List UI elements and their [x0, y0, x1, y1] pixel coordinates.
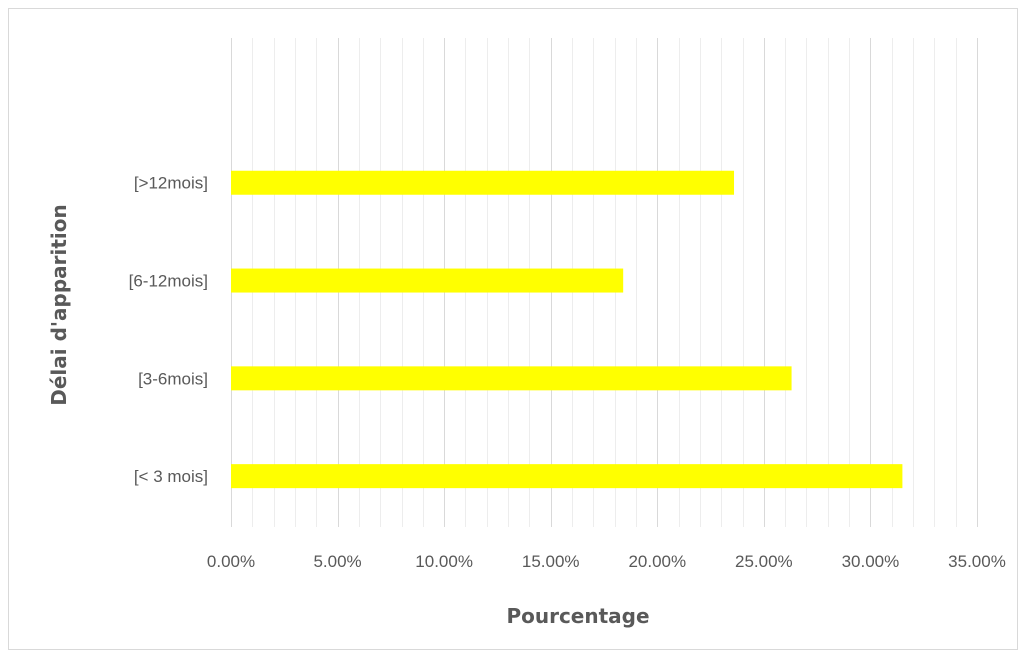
x-tick-label: 5.00% [313, 552, 361, 571]
category-labels: [< 3 mois] [3-6mois] [6-12mois] [>12mois] [129, 174, 208, 486]
bar [231, 366, 792, 391]
x-tick-label: 0.00% [207, 552, 255, 571]
bar [231, 464, 903, 489]
category-label: [3-6mois] [138, 369, 208, 388]
category-label: [>12mois] [134, 174, 208, 193]
x-tick-label: 20.00% [628, 552, 686, 571]
x-tick-label: 25.00% [735, 552, 793, 571]
x-tick-label: 15.00% [522, 552, 580, 571]
category-label: [< 3 mois] [134, 467, 208, 486]
bar [231, 268, 624, 293]
y-axis-title: Délai d'apparition [47, 204, 71, 406]
x-axis-title: Pourcentage [506, 604, 649, 628]
bars [231, 170, 903, 489]
x-tick-label: 10.00% [415, 552, 473, 571]
category-label: [6-12mois] [129, 272, 208, 291]
bar [231, 170, 735, 195]
x-tick-labels: 0.00% 5.00% 10.00% 15.00% 20.00% 25.00% 30.00%… [207, 552, 1006, 571]
x-tick-label: 30.00% [842, 552, 900, 571]
x-tick-label: 35.00% [948, 552, 1006, 571]
